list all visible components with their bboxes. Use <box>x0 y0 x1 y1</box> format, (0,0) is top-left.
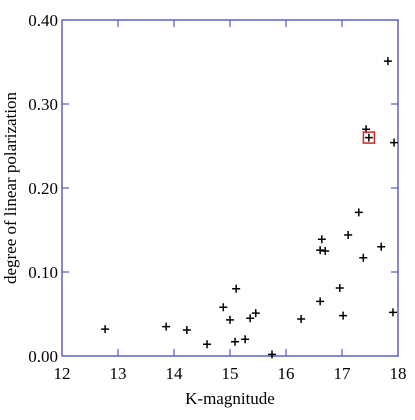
data-point <box>364 133 373 142</box>
data-point <box>377 242 386 251</box>
data-point <box>297 315 306 324</box>
data-point <box>251 309 260 318</box>
data-point <box>232 284 241 293</box>
x-tick-label: 14 <box>166 364 184 383</box>
data-point <box>246 314 255 323</box>
data-point <box>231 337 240 346</box>
y-axis-label: degree of linear polarization <box>1 91 20 284</box>
data-point <box>359 253 368 262</box>
x-tick-label: 17 <box>334 364 352 383</box>
data-point <box>203 340 212 349</box>
data-point <box>383 57 392 66</box>
x-tick-label: 18 <box>390 364 407 383</box>
data-point <box>101 325 110 334</box>
data-point <box>339 311 348 320</box>
data-point <box>335 283 344 292</box>
y-tick-label: 0.40 <box>28 11 58 30</box>
data-point <box>344 231 353 240</box>
plot-frame <box>61 19 399 357</box>
data-point <box>162 322 171 331</box>
data-point <box>388 308 397 317</box>
data-point <box>321 247 330 255</box>
x-tick-label: 13 <box>110 364 127 383</box>
y-tick-label: 0.10 <box>28 263 58 282</box>
data-point <box>241 335 250 344</box>
data-point <box>226 315 234 324</box>
data-point <box>182 325 191 334</box>
x-tick-label: 16 <box>278 364 295 383</box>
data-point <box>316 297 325 306</box>
data-point <box>354 208 363 217</box>
data-point <box>317 235 326 244</box>
data-point <box>316 246 325 255</box>
data-point <box>390 138 399 147</box>
x-axis-label: K-magnitude <box>185 389 275 408</box>
highlight-box <box>362 131 376 144</box>
data-point <box>268 350 276 359</box>
y-tick-label: 0.00 <box>28 347 58 366</box>
x-tick-label: 15 <box>222 364 239 383</box>
y-tick-label: 0.30 <box>28 95 58 114</box>
y-tick-label: 0.20 <box>28 179 58 198</box>
x-tick-label: 12 <box>54 364 71 383</box>
data-point <box>219 303 228 312</box>
